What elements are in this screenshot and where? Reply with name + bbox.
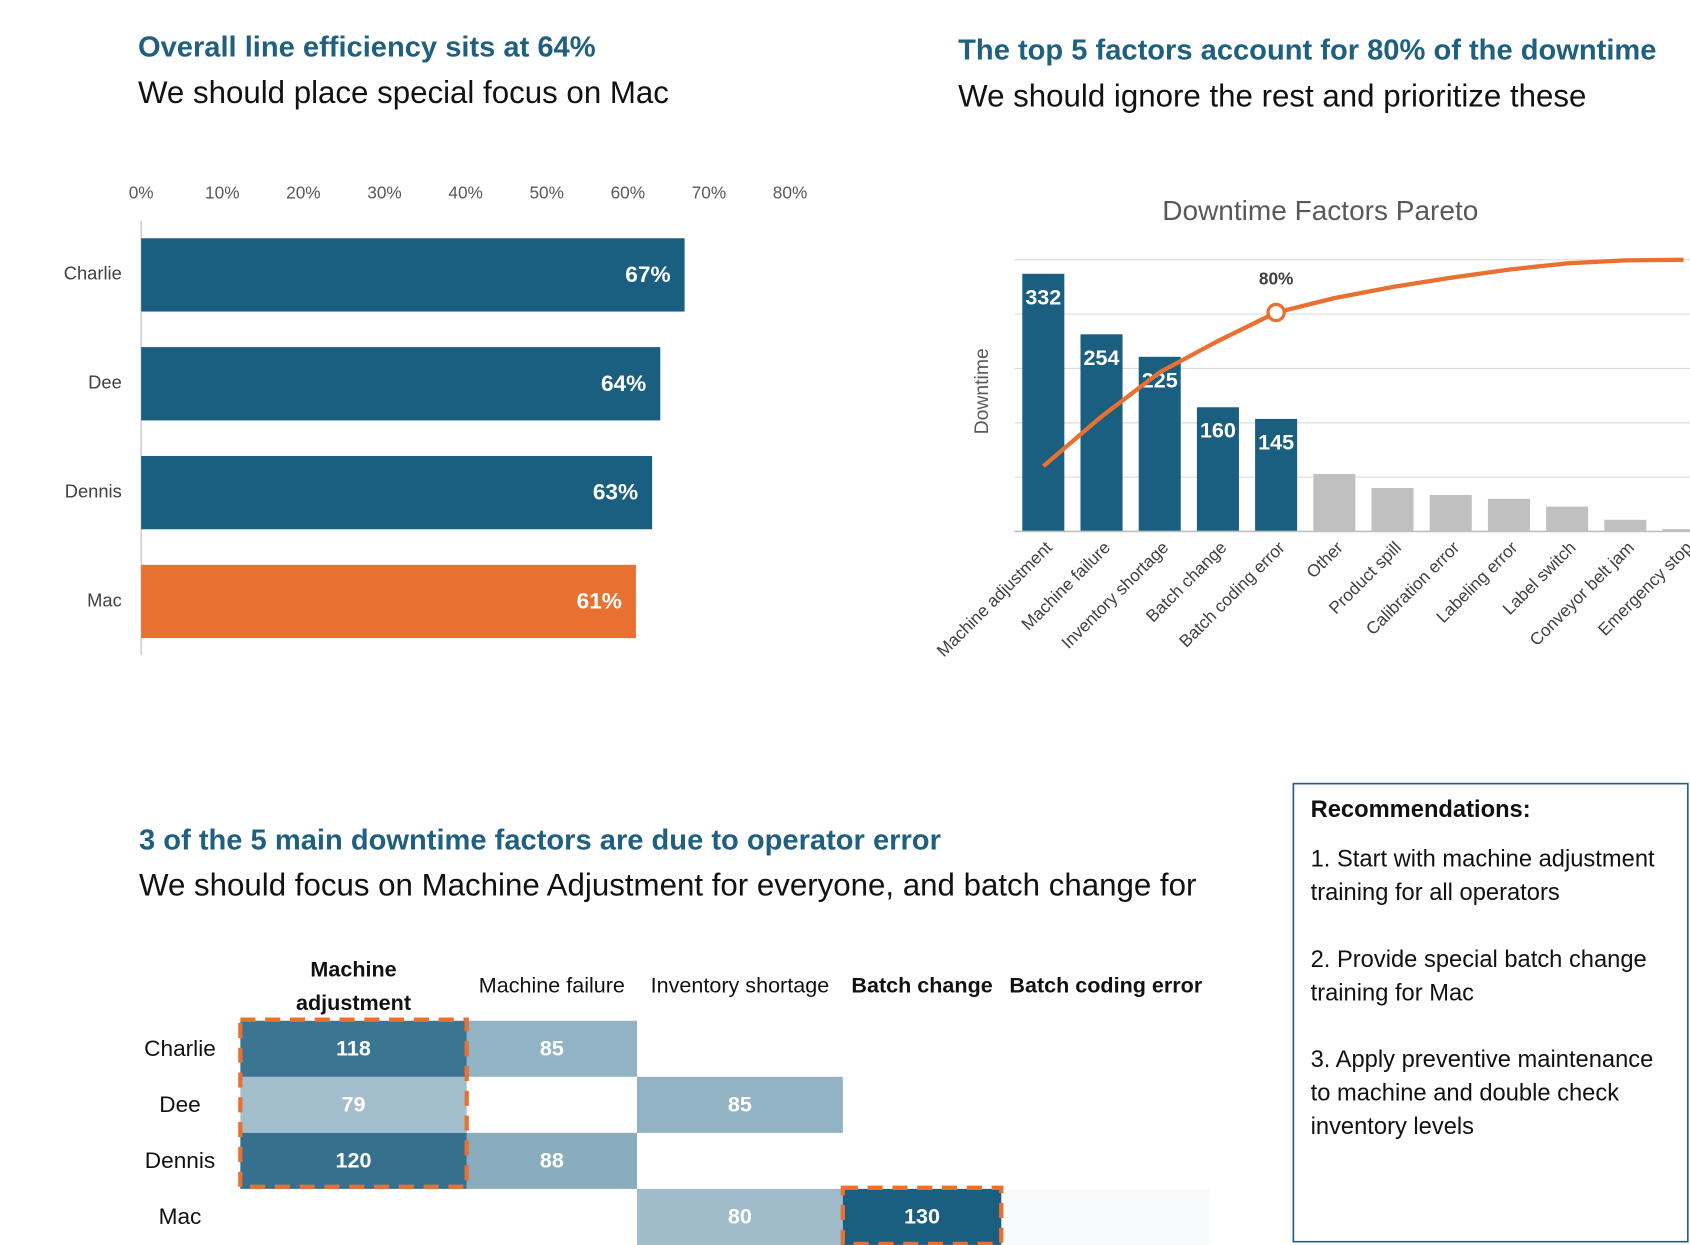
cell-label: 120 [336, 1148, 372, 1173]
highlight-box [238, 1017, 469, 1189]
value-label: 67% [625, 262, 670, 287]
heatmap-cell [636, 1076, 843, 1133]
y-axis-label: Downtime [971, 348, 993, 434]
y-tick-label: Dennis [65, 480, 122, 501]
column-header-text: Machine failure [478, 974, 625, 999]
bar [1604, 519, 1647, 532]
column-header: Batch coding error [1009, 974, 1203, 999]
x-tick-label: Conveyor belt jam [1525, 537, 1637, 649]
heatmap-cell [842, 1188, 1002, 1245]
recommendations-box [1292, 782, 1689, 1243]
bar [141, 455, 653, 530]
heatmap-cell [240, 1132, 467, 1189]
column-header-text: Batch coding error [1009, 974, 1203, 999]
bar [1313, 473, 1356, 532]
cell-label: 85 [728, 1092, 752, 1117]
cell-label: 85 [540, 1036, 564, 1061]
cell-label: 80 [728, 1204, 752, 1229]
x-tick-label: 60% [611, 183, 646, 203]
bar [141, 238, 685, 312]
row-label: Dennis [145, 1148, 215, 1173]
value-label: 61% [577, 589, 622, 614]
row-label: Mac [159, 1204, 202, 1229]
bar [1196, 407, 1239, 532]
value-label: 254 [1084, 345, 1120, 370]
table-title: 3 of the 5 main downtime factors are due… [139, 825, 941, 857]
bar [1080, 334, 1123, 532]
x-tick-label: 70% [692, 183, 727, 203]
value-label: 160 [1200, 418, 1236, 443]
x-tick-label: 10% [205, 183, 240, 203]
plot-title: Downtime Factors Pareto [1162, 195, 1478, 226]
value-label: 145 [1258, 429, 1294, 454]
chart-subtitle: We should ignore the rest and prioritize… [958, 78, 1586, 113]
heatmap: 118 85 79 85 120 88 80 130 47 [240, 1020, 1118, 1245]
recommendations: Recommendations: 1. Start with machine a… [1293, 784, 1687, 1185]
heatmap-cell [466, 1020, 637, 1077]
cell-label: 88 [540, 1148, 564, 1173]
value-label: 80% [1259, 269, 1294, 289]
bar [141, 564, 636, 639]
column-header-text: Machine adjustment [296, 958, 412, 1016]
chart-subtitle: We should place special focus on Mac [138, 75, 669, 110]
row-label: Dee [159, 1092, 201, 1117]
heatmap-cell [240, 1076, 467, 1133]
recommendation: 1. Start with machine adjustment trainin… [1310, 845, 1655, 906]
column-header: Inventory shortage [650, 974, 830, 999]
x-tick-label: 80% [773, 183, 808, 203]
line-marker [1266, 302, 1286, 323]
x-tick-label: Inventory shortage [1057, 537, 1172, 652]
column-header-text: Inventory shortage [650, 974, 830, 999]
bar [1371, 487, 1414, 532]
row-label: Charlie [144, 1036, 216, 1061]
x-tick-label: 40% [448, 183, 483, 203]
value-label: 64% [601, 371, 646, 396]
bar [1662, 529, 1690, 532]
bar [1022, 273, 1065, 532]
cell-label: 47 [1094, 1204, 1118, 1229]
column-header: Batch change [851, 974, 993, 999]
recommendation: 2. Provide special batch change training… [1310, 945, 1647, 1006]
value-label: 63% [593, 480, 638, 505]
x-tick-label: Other [1302, 537, 1347, 582]
column-header-text: Batch change [851, 974, 993, 999]
bar [1429, 494, 1472, 532]
cell-label: 79 [342, 1092, 366, 1117]
heatmap-cell [636, 1188, 843, 1245]
x-tick-label: 50% [529, 183, 564, 203]
chart-title: Overall line efficiency sits at 64% [138, 31, 596, 63]
y-tick-label: Dee [88, 372, 122, 393]
x-tick-label: Batch coding error [1175, 537, 1289, 651]
y-tick-label: Charlie [64, 263, 122, 284]
bar [141, 347, 661, 421]
recommendations-text: Recommendations: 1. Start with machine a… [1293, 784, 1687, 1185]
heatmap-cell [240, 1020, 467, 1077]
bar [1138, 356, 1181, 532]
heatmap-cell [466, 1132, 637, 1189]
chart-title: The top 5 factors account for 80% of the… [958, 34, 1656, 66]
highlight-box [840, 1185, 1004, 1245]
table-subtitle: We should focus on Machine Adjustment fo… [139, 867, 1196, 902]
bar [1487, 498, 1530, 532]
cumulative-line [1041, 257, 1684, 468]
recommendation: 3. Apply preventive maintenance to machi… [1310, 1045, 1654, 1140]
cell-label: 130 [904, 1204, 940, 1229]
bar [1546, 506, 1589, 532]
x-tick-label: 30% [367, 183, 402, 203]
y-tick-label: Mac [87, 589, 122, 610]
column-header: Machine adjustment [296, 958, 412, 1016]
recommendations-title: Recommendations: [1310, 795, 1531, 823]
bar [1255, 418, 1298, 532]
cell-label: 118 [336, 1036, 371, 1061]
x-tick-label: 0% [129, 183, 154, 203]
value-label: 332 [1025, 284, 1061, 309]
x-tick-label: 20% [286, 183, 320, 203]
column-header: Machine failure [478, 974, 625, 999]
